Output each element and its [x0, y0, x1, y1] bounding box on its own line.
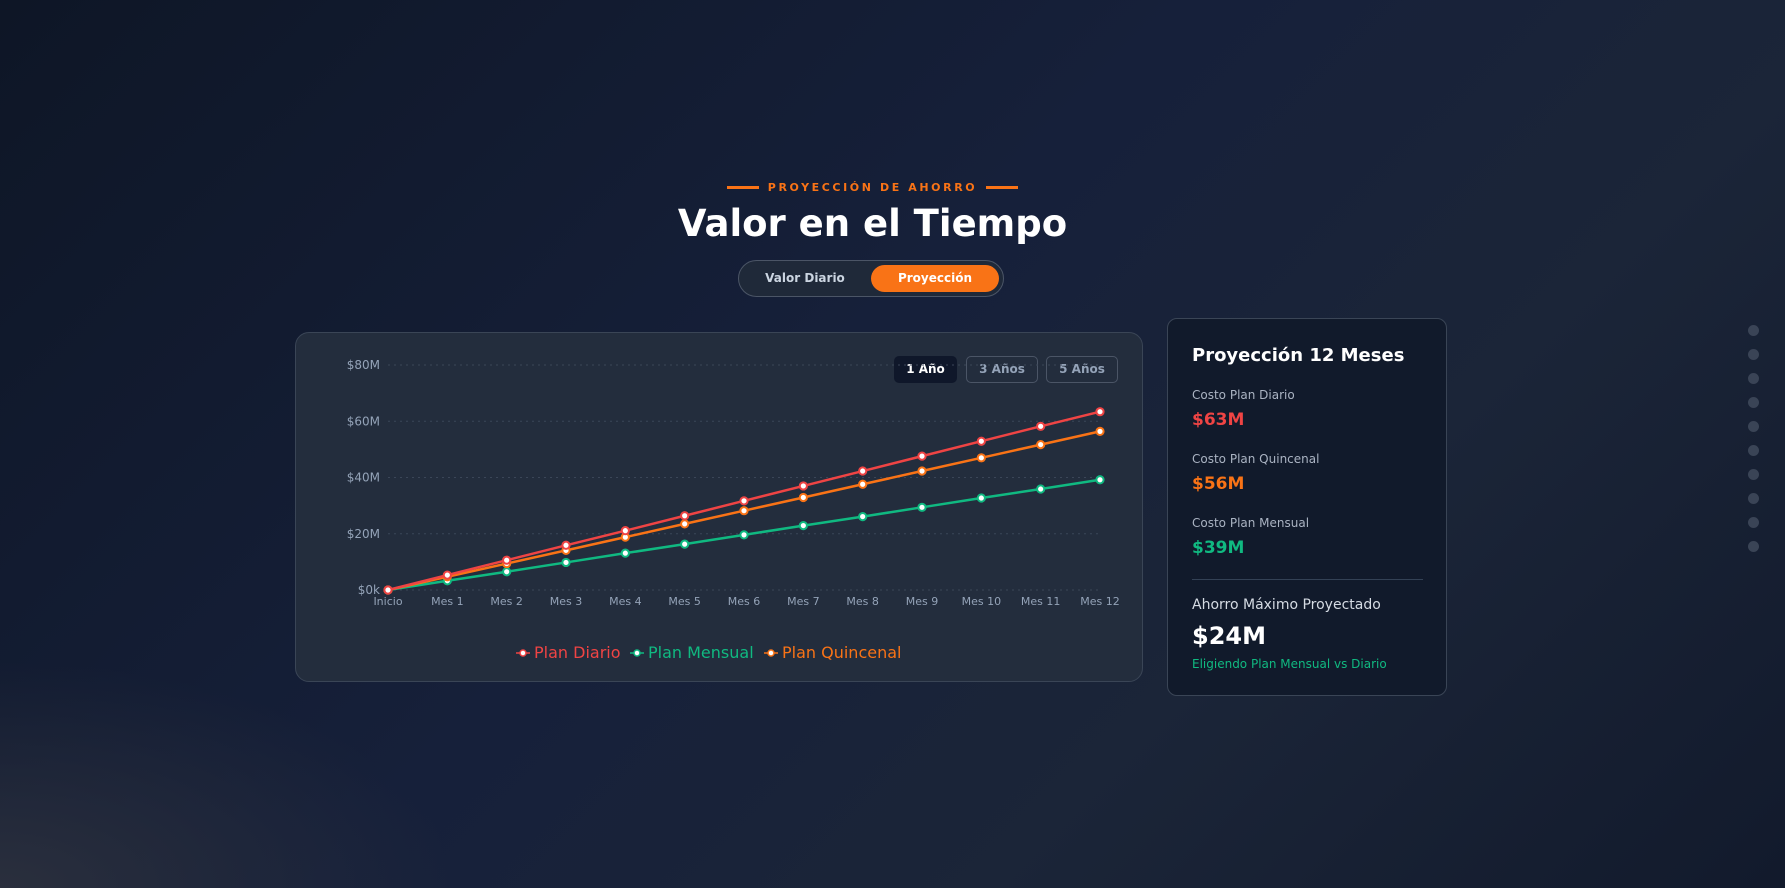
x-tick-label: Mes 1: [431, 595, 463, 608]
cost-monthly-value: $39M: [1192, 538, 1245, 558]
toggle-proyeccion[interactable]: Proyección: [871, 265, 999, 292]
data-point: [680, 519, 690, 529]
x-tick-label: Mes 10: [962, 595, 1001, 608]
range-1-year-button[interactable]: 1 Año: [894, 356, 957, 383]
x-tick-label: Mes 12: [1080, 595, 1119, 608]
data-point: [680, 511, 690, 521]
nav-dot[interactable]: [1748, 421, 1759, 432]
y-tick-label: $60M: [347, 414, 380, 428]
data-point: [1036, 484, 1046, 494]
section-eyebrow: PROYECCIÓN DE AHORRO: [0, 181, 1745, 194]
data-point: [442, 570, 452, 580]
nav-dot[interactable]: [1748, 541, 1759, 552]
data-point: [858, 479, 868, 489]
x-tick-label: Mes 9: [906, 595, 938, 608]
data-point: [502, 555, 512, 565]
eyebrow-bar-left: [726, 185, 759, 189]
data-point: [917, 502, 927, 512]
summary-panel: Proyección 12 Meses Costo Plan Diario $6…: [1167, 318, 1447, 696]
cost-monthly-label: Costo Plan Mensual: [1192, 516, 1310, 530]
range-5-years-button[interactable]: 5 Años: [1046, 356, 1118, 383]
legend-label: Plan Diario: [534, 643, 621, 662]
data-point: [976, 436, 986, 446]
toggle-valor-diario[interactable]: Valor Diario: [765, 271, 845, 285]
nav-dot[interactable]: [1748, 397, 1759, 408]
nav-dot[interactable]: [1748, 325, 1759, 336]
data-point: [561, 557, 571, 568]
x-tick-label: Mes 7: [787, 595, 819, 608]
legend-marker: [633, 649, 641, 657]
data-point: [798, 492, 808, 503]
data-point: [858, 466, 868, 476]
data-point: [798, 481, 808, 491]
nav-dot[interactable]: [1748, 349, 1759, 360]
legend-marker: [767, 649, 775, 657]
max-savings-note: Eligiendo Plan Mensual vs Diario: [1192, 657, 1387, 671]
data-point: [739, 530, 749, 540]
x-tick-label: Mes 8: [846, 595, 878, 608]
max-savings-label: Ahorro Máximo Proyectado: [1192, 597, 1381, 613]
data-point: [917, 451, 927, 461]
x-tick-label: Mes 5: [668, 595, 700, 608]
data-point: [739, 506, 749, 516]
data-point: [1095, 475, 1105, 485]
data-point: [383, 585, 393, 595]
cost-biweekly-value: $56M: [1192, 474, 1245, 494]
cost-daily-label: Costo Plan Diario: [1192, 388, 1295, 402]
y-tick-label: $80M: [347, 358, 380, 372]
data-point: [561, 540, 571, 550]
data-point: [620, 548, 630, 558]
data-point: [976, 493, 986, 503]
nav-dot[interactable]: [1748, 373, 1759, 384]
eyebrow-bar-right: [986, 185, 1019, 189]
data-point: [917, 466, 927, 476]
nav-dot[interactable]: [1748, 469, 1759, 480]
legend-marker: [519, 649, 527, 657]
cost-biweekly-label: Costo Plan Quincenal: [1192, 452, 1320, 466]
eyebrow-text: PROYECCIÓN DE AHORRO: [767, 181, 978, 194]
data-point: [858, 511, 868, 522]
max-savings-value: $24M: [1192, 622, 1266, 650]
page-title: Valor en el Tiempo: [677, 202, 1068, 245]
x-tick-label: Mes 4: [609, 595, 641, 608]
view-toggle: Valor Diario Proyección: [738, 260, 1004, 297]
legend-label: Plan Mensual: [648, 643, 754, 662]
x-tick-label: Mes 3: [550, 595, 582, 608]
data-point: [1095, 426, 1105, 436]
legend-label: Plan Quincenal: [782, 643, 901, 662]
y-tick-label: $40M: [347, 471, 380, 485]
data-point: [976, 453, 986, 463]
summary-title: Proyección 12 Meses: [1192, 345, 1405, 366]
nav-dot[interactable]: [1748, 493, 1759, 504]
cost-daily-value: $63M: [1192, 410, 1245, 430]
y-tick-label: $20M: [347, 527, 380, 541]
data-point: [620, 526, 630, 536]
data-point: [680, 539, 690, 549]
summary-divider: [1192, 579, 1423, 580]
data-point: [1036, 421, 1046, 431]
y-tick-label: $0k: [358, 583, 380, 597]
x-tick-label: Mes 11: [1021, 595, 1060, 608]
data-point: [739, 496, 749, 506]
x-tick-label: Inicio: [373, 595, 402, 608]
data-point: [502, 567, 512, 577]
x-tick-label: Mes 2: [490, 595, 522, 608]
data-point: [1095, 407, 1105, 417]
x-tick-label: Mes 6: [728, 595, 760, 608]
section-dot-nav: [1748, 325, 1759, 565]
nav-dot[interactable]: [1748, 517, 1759, 528]
data-point: [1036, 439, 1046, 450]
data-point: [798, 520, 808, 531]
nav-dot[interactable]: [1748, 445, 1759, 456]
